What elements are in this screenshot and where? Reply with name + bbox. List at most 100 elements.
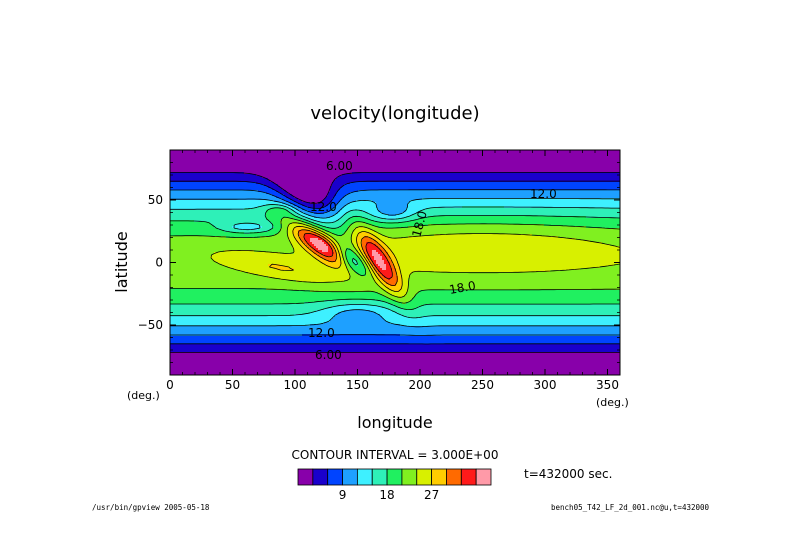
contour-band	[266, 214, 295, 217]
contour-band	[374, 256, 383, 259]
contour-band	[170, 294, 383, 297]
contour-band	[282, 202, 291, 205]
contour-band	[384, 276, 393, 279]
contour-band	[342, 224, 351, 227]
contour-band	[372, 264, 375, 267]
contour-band	[272, 228, 281, 231]
contour-band	[376, 240, 383, 243]
contour-band	[334, 248, 339, 251]
contour-band	[336, 244, 341, 247]
contour-band	[324, 198, 333, 201]
contour-band	[396, 272, 401, 275]
contour-band	[600, 266, 620, 269]
contour-band	[396, 268, 401, 271]
contour-band	[288, 192, 329, 195]
contour-band	[170, 288, 267, 291]
contour-band	[336, 256, 341, 259]
contour-band	[382, 306, 399, 309]
contour-band	[370, 272, 375, 275]
contour-band	[378, 268, 383, 271]
x-axis-label: longitude	[357, 413, 432, 432]
contour-band	[380, 248, 385, 251]
contour-band	[344, 196, 620, 199]
contour-band	[364, 250, 367, 253]
contour-band	[376, 312, 399, 315]
contour-band	[170, 352, 620, 355]
contour-band	[330, 244, 333, 247]
contour-band	[170, 162, 620, 165]
contour-band	[380, 314, 403, 317]
contour-band	[170, 284, 379, 287]
contour-band	[340, 258, 345, 261]
contour-band	[352, 236, 357, 239]
contour-band	[318, 226, 327, 229]
contour-band	[360, 254, 363, 257]
contour-band	[332, 200, 341, 203]
contour-band	[214, 260, 321, 263]
contour-band	[388, 292, 407, 295]
contour-label: 12.0	[308, 326, 335, 340]
contour-band	[266, 212, 291, 215]
contour-band	[382, 240, 591, 243]
colorbar-swatch	[416, 468, 433, 486]
contour-band	[170, 246, 293, 249]
contour-band	[374, 230, 620, 233]
contour-band	[170, 346, 620, 349]
contour-band	[298, 222, 307, 225]
contour-band	[354, 258, 361, 261]
contour-band	[414, 296, 620, 299]
contour-band	[356, 242, 363, 245]
contour-band	[374, 262, 377, 265]
contour-band	[170, 190, 259, 193]
contour-band	[304, 212, 315, 215]
contour-band	[304, 248, 311, 251]
contour-band	[398, 312, 620, 315]
contour-band	[374, 266, 377, 269]
contour-band	[390, 262, 393, 265]
contour-band	[304, 236, 321, 239]
contour-band	[388, 252, 393, 255]
contour-band	[408, 290, 421, 293]
contour-band	[344, 206, 377, 209]
contour-band	[396, 214, 413, 217]
contour-band	[402, 284, 409, 287]
contour-band	[400, 266, 601, 269]
contour-band	[318, 202, 331, 205]
contour-band	[170, 298, 391, 301]
contour-band	[366, 272, 371, 275]
contour-band	[422, 316, 620, 319]
y-tick-label: 50	[148, 193, 163, 207]
contour-band	[402, 314, 620, 317]
contour-band	[170, 154, 620, 157]
contour-band	[170, 356, 620, 359]
contour-band	[388, 278, 391, 281]
contour-band	[170, 202, 283, 205]
contour-band	[170, 364, 620, 367]
contour-band	[386, 286, 403, 289]
colorbar-swatch	[312, 468, 329, 486]
contour-band	[316, 230, 323, 233]
contour-band	[282, 224, 289, 227]
contour-band	[258, 274, 351, 277]
contour-band	[288, 266, 331, 269]
contour-band	[308, 220, 317, 223]
contour-band	[348, 260, 353, 263]
contour-band	[286, 200, 295, 203]
colorbar-swatch	[356, 468, 373, 486]
contour-band	[256, 174, 343, 177]
contour-band	[362, 262, 367, 265]
contour-band	[308, 252, 315, 255]
contour-band	[358, 232, 371, 235]
contour-band	[614, 264, 620, 267]
contour-band	[266, 210, 289, 213]
contour-band	[390, 266, 395, 269]
contour-band	[170, 218, 267, 221]
contour-band	[344, 258, 347, 261]
contour-band	[332, 208, 343, 211]
contour-band	[274, 200, 287, 203]
contour-band	[336, 258, 341, 261]
contour-band	[354, 252, 359, 255]
contour-band	[294, 214, 301, 217]
contour-band	[376, 204, 409, 207]
contour-band	[170, 322, 325, 325]
